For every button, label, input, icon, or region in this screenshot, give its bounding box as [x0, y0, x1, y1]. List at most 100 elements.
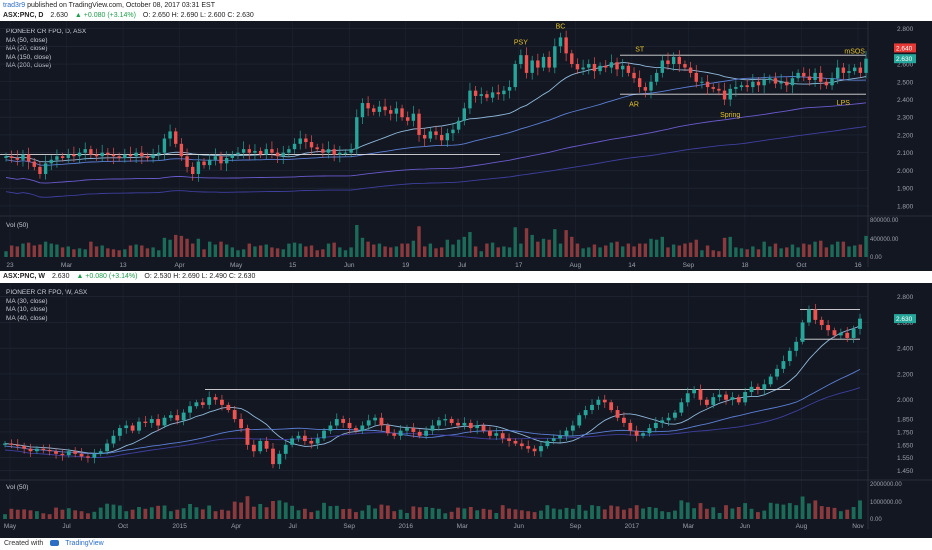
candle-body [858, 67, 863, 73]
volume-bar [500, 505, 505, 519]
y-tick-label: 1.900 [897, 186, 914, 193]
volume-bar [226, 510, 231, 519]
y-tick-label: 2.800 [897, 26, 914, 33]
volume-bar [558, 509, 563, 519]
candle-body [326, 149, 331, 153]
volume-bar [124, 511, 129, 519]
candle-body [704, 399, 709, 405]
x-tick-label: Oct [118, 523, 128, 530]
volume-bar [621, 246, 625, 257]
candle-body [92, 453, 97, 458]
volume-bar [826, 507, 831, 519]
candle-body [428, 131, 433, 139]
candle-body [787, 350, 792, 362]
volume-bar [666, 247, 670, 257]
candle-body [117, 428, 122, 436]
candle-body [858, 318, 862, 329]
candle-body [679, 402, 684, 413]
volume-bar [321, 249, 325, 257]
candle-body [734, 87, 738, 89]
volume-bar [641, 508, 645, 519]
secondary-price-value: 2.640 [896, 45, 913, 52]
candle-body [698, 389, 703, 400]
candle-body [290, 438, 295, 445]
volume-bar [845, 509, 850, 519]
volume-bar [496, 247, 500, 257]
volume-bar [796, 247, 800, 257]
volume-bar [507, 508, 511, 519]
daily-chart-panel[interactable]: PIONEER CR FPO, D, ASX MA (50, close) MA… [0, 21, 932, 271]
candle-body [328, 425, 333, 431]
candle-body [717, 394, 722, 398]
candle-body [191, 166, 195, 174]
volume-bar [553, 229, 557, 257]
volume-bar [251, 506, 256, 519]
volume-bar [545, 505, 550, 519]
volume-bar [54, 507, 58, 519]
volume-bar [315, 250, 319, 257]
candle-body [334, 419, 339, 426]
candle-body [830, 78, 834, 86]
candle-body [717, 88, 721, 91]
volume-bar [86, 513, 90, 519]
candle-body [106, 152, 110, 155]
candle-body [47, 449, 52, 452]
candle-body [519, 443, 524, 447]
y-tick-label: 1.650 [897, 442, 914, 449]
candle-body [207, 397, 212, 405]
candle-body [349, 149, 353, 153]
candle-body [253, 150, 257, 153]
candle-body [373, 417, 377, 421]
footer-brand-link[interactable]: TradingView [65, 540, 104, 547]
candle-body [596, 399, 601, 405]
y-tick-label: 1.550 [897, 455, 914, 462]
candle-body [355, 117, 359, 150]
volume-bar [149, 507, 154, 519]
vol-tick-label: 0.00 [870, 517, 882, 523]
volume-bar [66, 508, 71, 519]
weekly-legend-ma40: MA (40, close) [6, 314, 48, 322]
volume-bar [819, 240, 823, 257]
volume-bar [717, 513, 722, 519]
candle-body [671, 56, 676, 65]
candle-body [239, 419, 243, 429]
volume-bar [762, 510, 767, 519]
candle-body [845, 332, 850, 338]
volume-bar [315, 510, 320, 519]
x-tick-label: Aug [570, 262, 582, 269]
candle-body [526, 446, 531, 449]
volume-bar [422, 246, 427, 257]
volume-bar [830, 244, 834, 257]
x-tick-label: Apr [175, 262, 186, 269]
candle-body [124, 425, 129, 429]
annotation-label: AR [629, 102, 639, 109]
candle-body [400, 108, 404, 118]
volume-bar [379, 504, 384, 519]
candle-body [422, 134, 427, 139]
y-tick-label: 1.750 [897, 429, 914, 436]
daily-chart-svg[interactable]: 2.8002.7002.6002.5002.4002.3002.2002.100… [0, 21, 932, 271]
volume-bar [581, 248, 585, 257]
author-link[interactable]: trad3r9 [3, 2, 26, 9]
candle-body [392, 433, 397, 436]
volume-bar [106, 248, 110, 257]
candle-body [277, 453, 282, 465]
candle-body [626, 65, 631, 73]
volume-bar [864, 235, 868, 257]
candle-body [443, 419, 448, 421]
volume-bar [349, 247, 353, 257]
daily-ohlc: O: 2.650 H: 2.690 L: 2.600 C: 2.630 [142, 12, 254, 19]
candle-body [781, 361, 786, 369]
weekly-legend-ma30: MA (30, close) [6, 297, 48, 305]
volume-bar [406, 243, 410, 257]
volume-bar [779, 248, 783, 257]
candle-body [26, 154, 31, 162]
volume-bar [807, 503, 811, 519]
volume-bar [194, 507, 199, 519]
candle-body [130, 425, 135, 431]
candle-body [22, 446, 27, 449]
weekly-chart-svg[interactable]: 2.800 2.600 2.400 2.200 2.000 1.850 1.750 1.650… [0, 283, 932, 538]
volume-bar [724, 505, 728, 519]
volume-bar [622, 509, 626, 519]
weekly-chart-panel[interactable]: PIONEER CR FPO, W, ASX MA (30, close) MA… [0, 283, 932, 538]
